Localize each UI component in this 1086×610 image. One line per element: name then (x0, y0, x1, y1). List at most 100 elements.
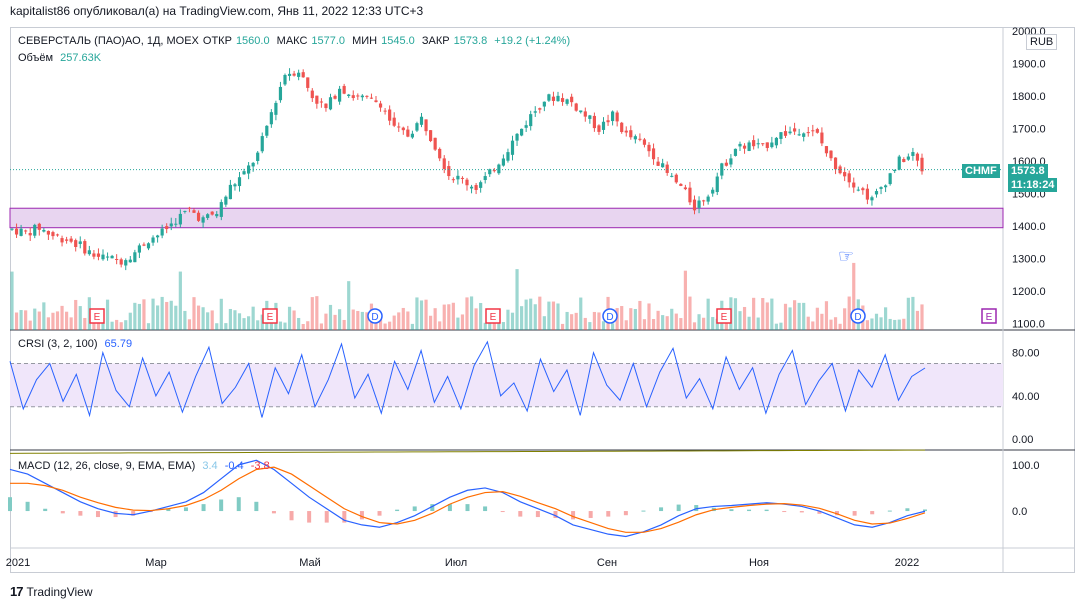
volume-bar (415, 297, 419, 330)
candle-body (92, 253, 96, 257)
macd-tick-label: 100.0 (1012, 460, 1040, 472)
crsi-legend: CRSI (3, 2, 100) 65.79 (18, 338, 136, 350)
price-legend: СЕВЕРСТАЛЬ (ПАО)АО, 1Д, MOEX ОТКР 1560.0 М… (18, 35, 574, 47)
candle-body (392, 117, 396, 126)
candle-body (906, 156, 910, 160)
volume-bar (447, 304, 451, 330)
candle-body (824, 146, 829, 154)
candle-body (597, 125, 601, 132)
candle-body (251, 162, 255, 167)
volume-bar (651, 319, 656, 330)
macd-histogram-bar (60, 511, 65, 514)
footer-brand: 17 TradingView (10, 584, 93, 599)
volume-bar (806, 316, 810, 330)
candle-body (492, 170, 496, 172)
volume-bar (893, 319, 897, 330)
macd-histogram-bar (676, 504, 681, 512)
candle-body (183, 210, 187, 212)
candle-body (365, 95, 369, 97)
macd-histogram-bar (623, 511, 628, 516)
volume-bar (110, 321, 114, 330)
candle-body (10, 228, 14, 230)
candle-body (601, 121, 606, 130)
volume-bar (278, 321, 283, 330)
volume-bar (761, 298, 765, 330)
candle-body (488, 169, 492, 175)
candle-body (670, 175, 674, 177)
macd-histogram-bar (571, 511, 576, 520)
volume-bar (378, 315, 383, 330)
volume-bar (824, 301, 829, 330)
volume-bar (506, 309, 510, 330)
macd-line-value: -0.4 (224, 460, 244, 472)
marker-letter: D (854, 312, 861, 323)
volume-bar (888, 318, 892, 330)
candle-body (419, 116, 424, 125)
macd-signal-value: -3.8 (250, 460, 270, 472)
marker-letter: E (267, 312, 274, 323)
volume-bar (383, 323, 387, 330)
candle-body (638, 138, 642, 140)
macd-histogram-bar (553, 511, 558, 518)
volume-bar (665, 316, 669, 330)
macd-histogram-bar (289, 511, 294, 521)
volume-bar (793, 300, 797, 330)
volume-bar (515, 269, 519, 330)
volume-bar (733, 298, 738, 330)
volume-bar (237, 313, 242, 330)
candle-body (642, 139, 647, 145)
candle-body (651, 148, 656, 160)
volume-bar (620, 306, 624, 330)
macd-histogram-bar (183, 507, 188, 512)
candle-body (87, 250, 91, 255)
candle-body (46, 230, 50, 235)
candle-body (915, 153, 920, 161)
candle-body (765, 142, 769, 148)
candle-body (274, 102, 278, 115)
low-value: 1545.0 (381, 35, 415, 47)
candle-body (570, 96, 574, 103)
candle-body (187, 207, 192, 209)
x-axis-label: 2021 (6, 557, 30, 569)
currency-badge[interactable]: RUB (1026, 34, 1058, 50)
volume-bar (78, 306, 82, 330)
volume-bar (178, 271, 182, 330)
macd-histogram-bar (887, 510, 892, 512)
macd-histogram-bar (852, 511, 857, 516)
volume-bar (611, 323, 615, 330)
earnings-marker-icon (981, 308, 997, 324)
candle-body (852, 182, 856, 188)
candle-body (105, 256, 110, 258)
candle-body (911, 152, 915, 156)
candle-body (297, 72, 301, 77)
volume-bar (14, 312, 19, 330)
countdown-badge: 11:18:24 (1008, 178, 1058, 192)
candle-body (333, 95, 337, 99)
candle-body (483, 176, 487, 181)
volume-bar (802, 302, 806, 330)
macd-line (9, 459, 926, 538)
candle-body (406, 129, 410, 137)
candle-body (133, 252, 137, 263)
candle-body (210, 211, 214, 215)
support-zone (9, 207, 1004, 229)
candle-body (633, 136, 637, 140)
candle-body (761, 143, 765, 145)
candle-body (879, 187, 883, 189)
x-axis-label: Мар (145, 557, 167, 569)
crsi-tick-label: 80.00 (1012, 348, 1040, 360)
candle-body (806, 132, 810, 134)
volume-bar (692, 322, 697, 330)
macd-histogram-bar (113, 511, 118, 518)
macd-histogram-bar (764, 509, 769, 512)
candle-body (247, 165, 251, 174)
volume-bar (469, 296, 474, 330)
volume-bar (747, 316, 751, 330)
candle-body (369, 97, 374, 99)
candle-body (351, 95, 355, 99)
volume-bar (820, 313, 824, 330)
volume-bar (501, 322, 505, 330)
marker-letter: D (371, 312, 378, 323)
volume-bar (215, 323, 219, 330)
